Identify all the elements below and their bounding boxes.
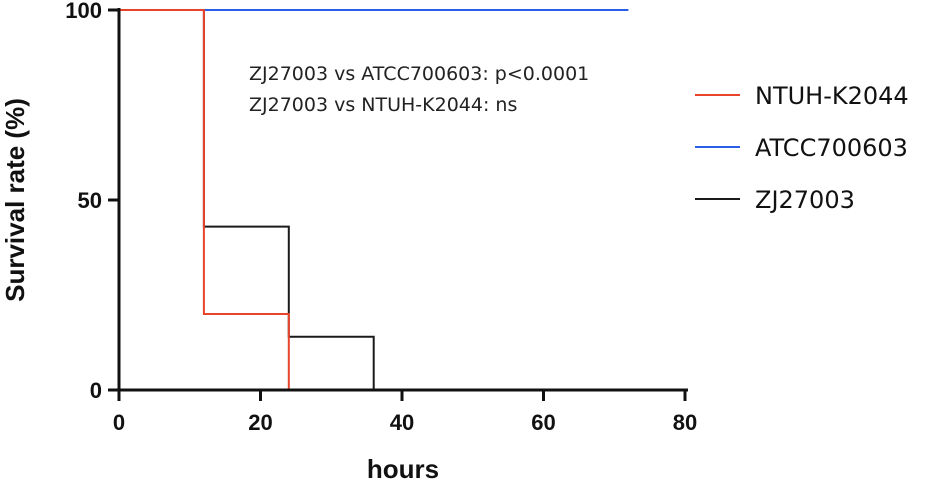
x-tick-label: 60 [531, 410, 555, 435]
y-tick-label: 100 [65, 0, 102, 23]
series-layer [119, 9, 629, 390]
y-tick-label: 0 [90, 378, 102, 403]
y-tick-label: 50 [78, 188, 102, 213]
y-ticks: 0 50 100 [65, 0, 119, 403]
legend-label: ZJ27003 [755, 186, 855, 214]
x-tick-label: 40 [390, 410, 414, 435]
x-tick-label: 20 [248, 410, 272, 435]
series-line-ntuh-k2044 [119, 9, 290, 390]
annotation-line-1: ZJ27003 vs ATCC700603: p<0.0001 [249, 63, 589, 85]
x-ticks: 0 20 40 60 80 [113, 390, 697, 435]
x-tick-label: 0 [113, 410, 125, 435]
legend-label: ATCC700603 [755, 134, 908, 162]
legend-label: NTUH-K2044 [755, 82, 909, 110]
annotation-line-2: ZJ27003 vs NTUH-K2044: ns [249, 94, 517, 116]
y-axis-title: Survival rate (%) [0, 98, 30, 302]
x-tick-label: 80 [673, 410, 697, 435]
x-axis-title: hours [367, 454, 439, 484]
legend: NTUH-K2044 ATCC700603 ZJ27003 [695, 82, 909, 214]
